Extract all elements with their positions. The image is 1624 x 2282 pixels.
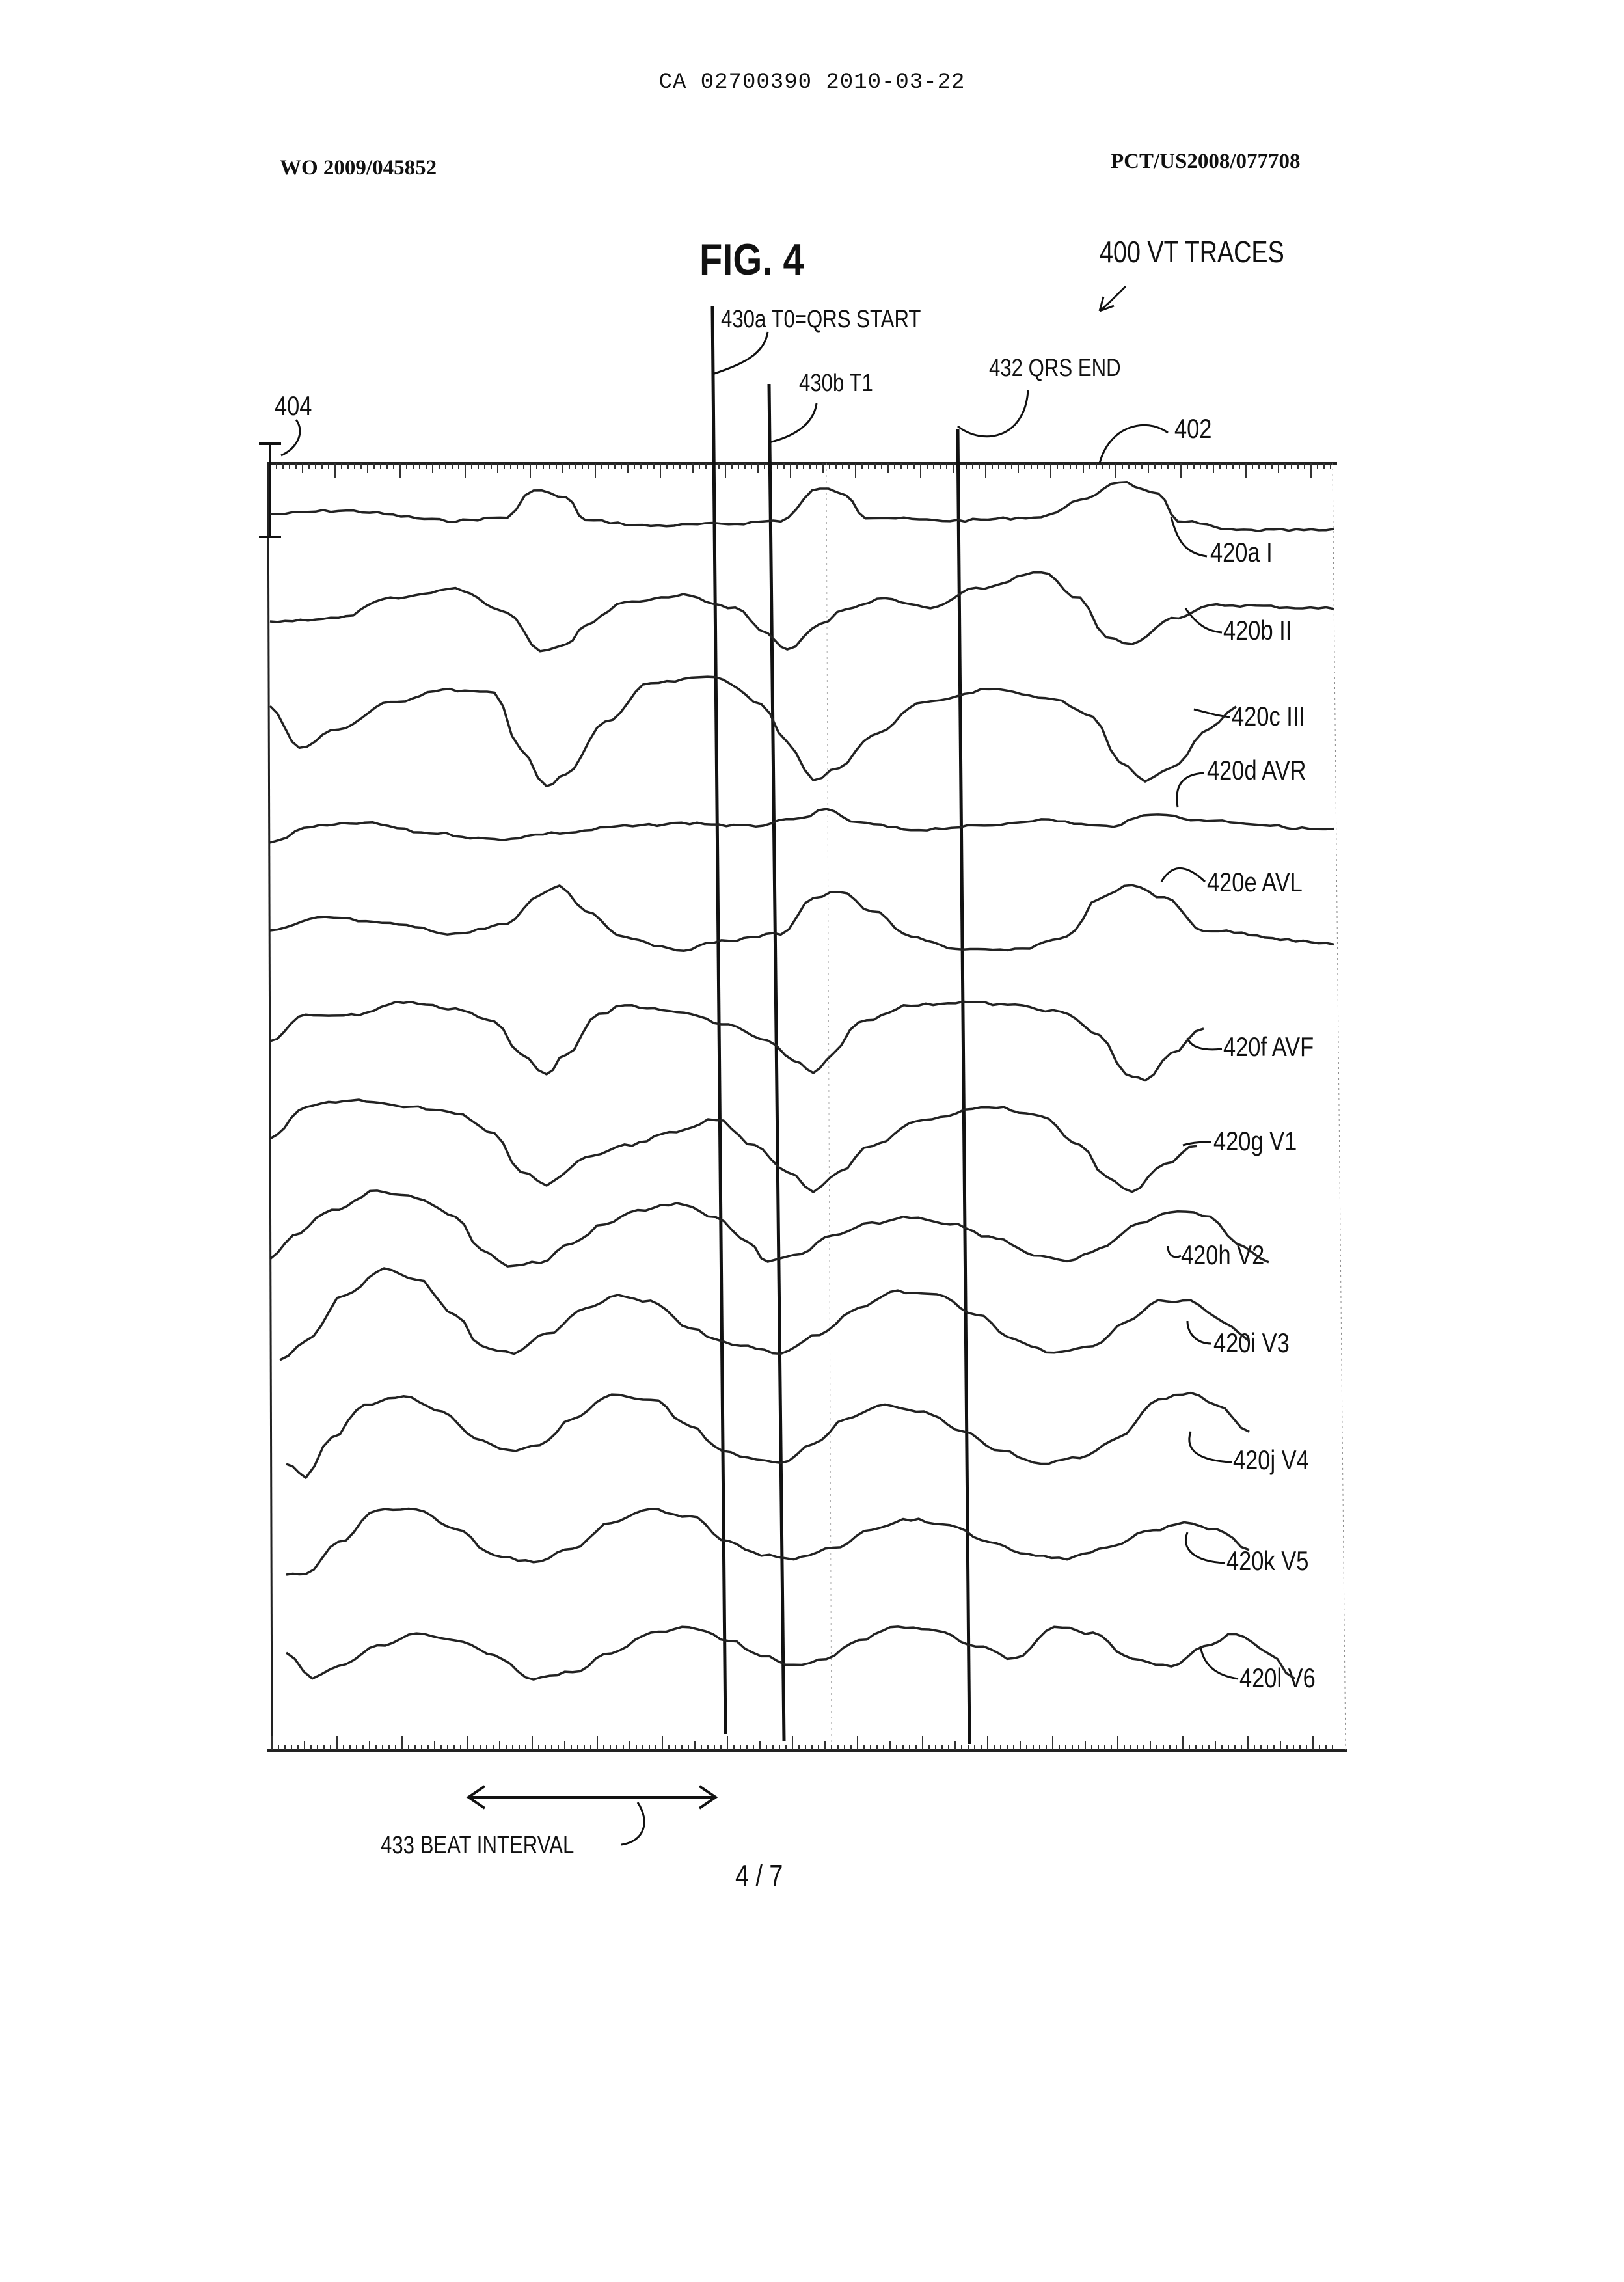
ecg-trace-1 [270,482,1334,531]
qrs-end-marker-line [958,429,969,1744]
ecg-trace-4 [270,809,1334,843]
ecg-trace-6 [270,1001,1204,1080]
t1-marker-line [769,384,784,1741]
ecg-trace-2 [270,573,1334,651]
ecg-waveforms [270,482,1334,1679]
beat-interval-arrow [468,1786,716,1845]
ecg-trace-11 [286,1509,1249,1575]
ecg-trace-9 [280,1268,1249,1360]
ecg-trace-5 [270,885,1334,951]
amplitude-scale-bar [259,420,300,537]
ecg-trace-3 [270,677,1236,786]
ecg-trace-7 [270,1100,1197,1192]
qrs-start-marker-line [712,306,725,1734]
ecg-trace-12 [286,1627,1295,1679]
ecg-trace-8 [270,1191,1269,1266]
ecg-grid-frame [267,463,1347,1750]
ecg-trace-10 [286,1393,1249,1478]
